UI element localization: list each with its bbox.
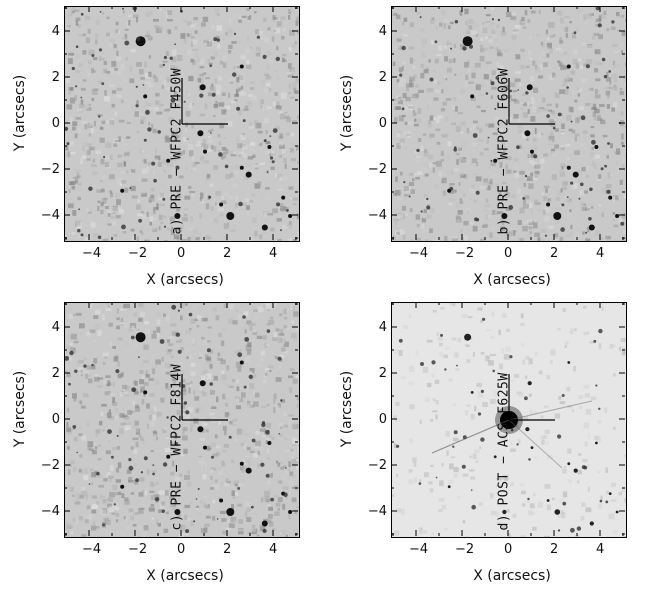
axes-ticks: [64, 6, 298, 240]
x-tick-label: 2: [223, 542, 232, 557]
x-tick-label: 2: [223, 246, 232, 261]
x-tick-label: −4: [409, 542, 429, 557]
x-tick-label: 4: [269, 246, 278, 261]
y-tick-label: −2: [40, 162, 60, 177]
x-axis-label: X (arcsecs): [473, 568, 551, 584]
x-axis-label: X (arcsecs): [473, 272, 551, 288]
x-tick-label: 0: [177, 542, 186, 557]
x-tick-label: 4: [596, 246, 605, 261]
x-tick-label: −4: [409, 246, 429, 261]
x-tick-label: −2: [128, 542, 148, 557]
post-f625w-image: [392, 303, 626, 537]
y-tick-label: 2: [378, 366, 387, 381]
image-frame: [391, 6, 627, 242]
pre-f814w-image: [65, 303, 299, 537]
y-tick-label: 4: [51, 24, 60, 39]
y-tick-label: 0: [51, 116, 60, 131]
pre-f450w-image: [65, 7, 299, 241]
y-tick-label: 4: [51, 320, 60, 335]
panel-a: Y (arcsecs) a) PRE − WFPC2 F450W 4 2 0 −…: [0, 0, 320, 290]
x-tick-label: 2: [550, 542, 559, 557]
axes-ticks: [391, 302, 625, 536]
image-frame: [64, 302, 300, 538]
pre-f606w-image: [392, 7, 626, 241]
image-frame: [391, 302, 627, 538]
x-tick-label: −4: [82, 542, 102, 557]
x-tick-label: 0: [504, 246, 513, 261]
image-frame: [64, 6, 300, 242]
y-tick-label: −4: [40, 208, 60, 223]
x-tick-label: 4: [596, 542, 605, 557]
x-tick-label: 0: [177, 246, 186, 261]
y-tick-label: −4: [40, 504, 60, 519]
x-tick-label: 2: [550, 246, 559, 261]
axes-ticks: [64, 302, 298, 536]
y-tick-label: 0: [51, 412, 60, 427]
y-tick-label: 4: [378, 320, 387, 335]
y-tick-label: −4: [367, 504, 387, 519]
y-tick-label: 4: [378, 24, 387, 39]
y-tick-label: 2: [378, 70, 387, 85]
panel-c: Y (arcsecs) c) PRE − WFPC2 F814W 4 2 0 −…: [0, 296, 320, 586]
x-axis-label: X (arcsecs): [146, 272, 224, 288]
x-tick-label: 4: [269, 542, 278, 557]
y-tick-label: −2: [367, 458, 387, 473]
x-tick-label: −2: [128, 246, 148, 261]
x-axis-label: X (arcsecs): [146, 568, 224, 584]
x-tick-label: −2: [455, 542, 475, 557]
y-tick-label: 2: [51, 366, 60, 381]
y-tick-label: −2: [40, 458, 60, 473]
x-tick-label: −2: [455, 246, 475, 261]
axes-ticks: [391, 6, 625, 240]
y-tick-label: −4: [367, 208, 387, 223]
panel-d: Y (arcsecs) d) POST − ACS F625W 4 2 0 −2…: [327, 296, 647, 586]
y-tick-label: 2: [51, 70, 60, 85]
y-tick-label: 0: [378, 116, 387, 131]
y-tick-label: 0: [378, 412, 387, 427]
y-tick-label: −2: [367, 162, 387, 177]
x-tick-label: 0: [504, 542, 513, 557]
panel-b: Y (arcsecs) b) PRE − WFPC2 F606W 4 2 0 −…: [327, 0, 647, 290]
x-tick-label: −4: [82, 246, 102, 261]
